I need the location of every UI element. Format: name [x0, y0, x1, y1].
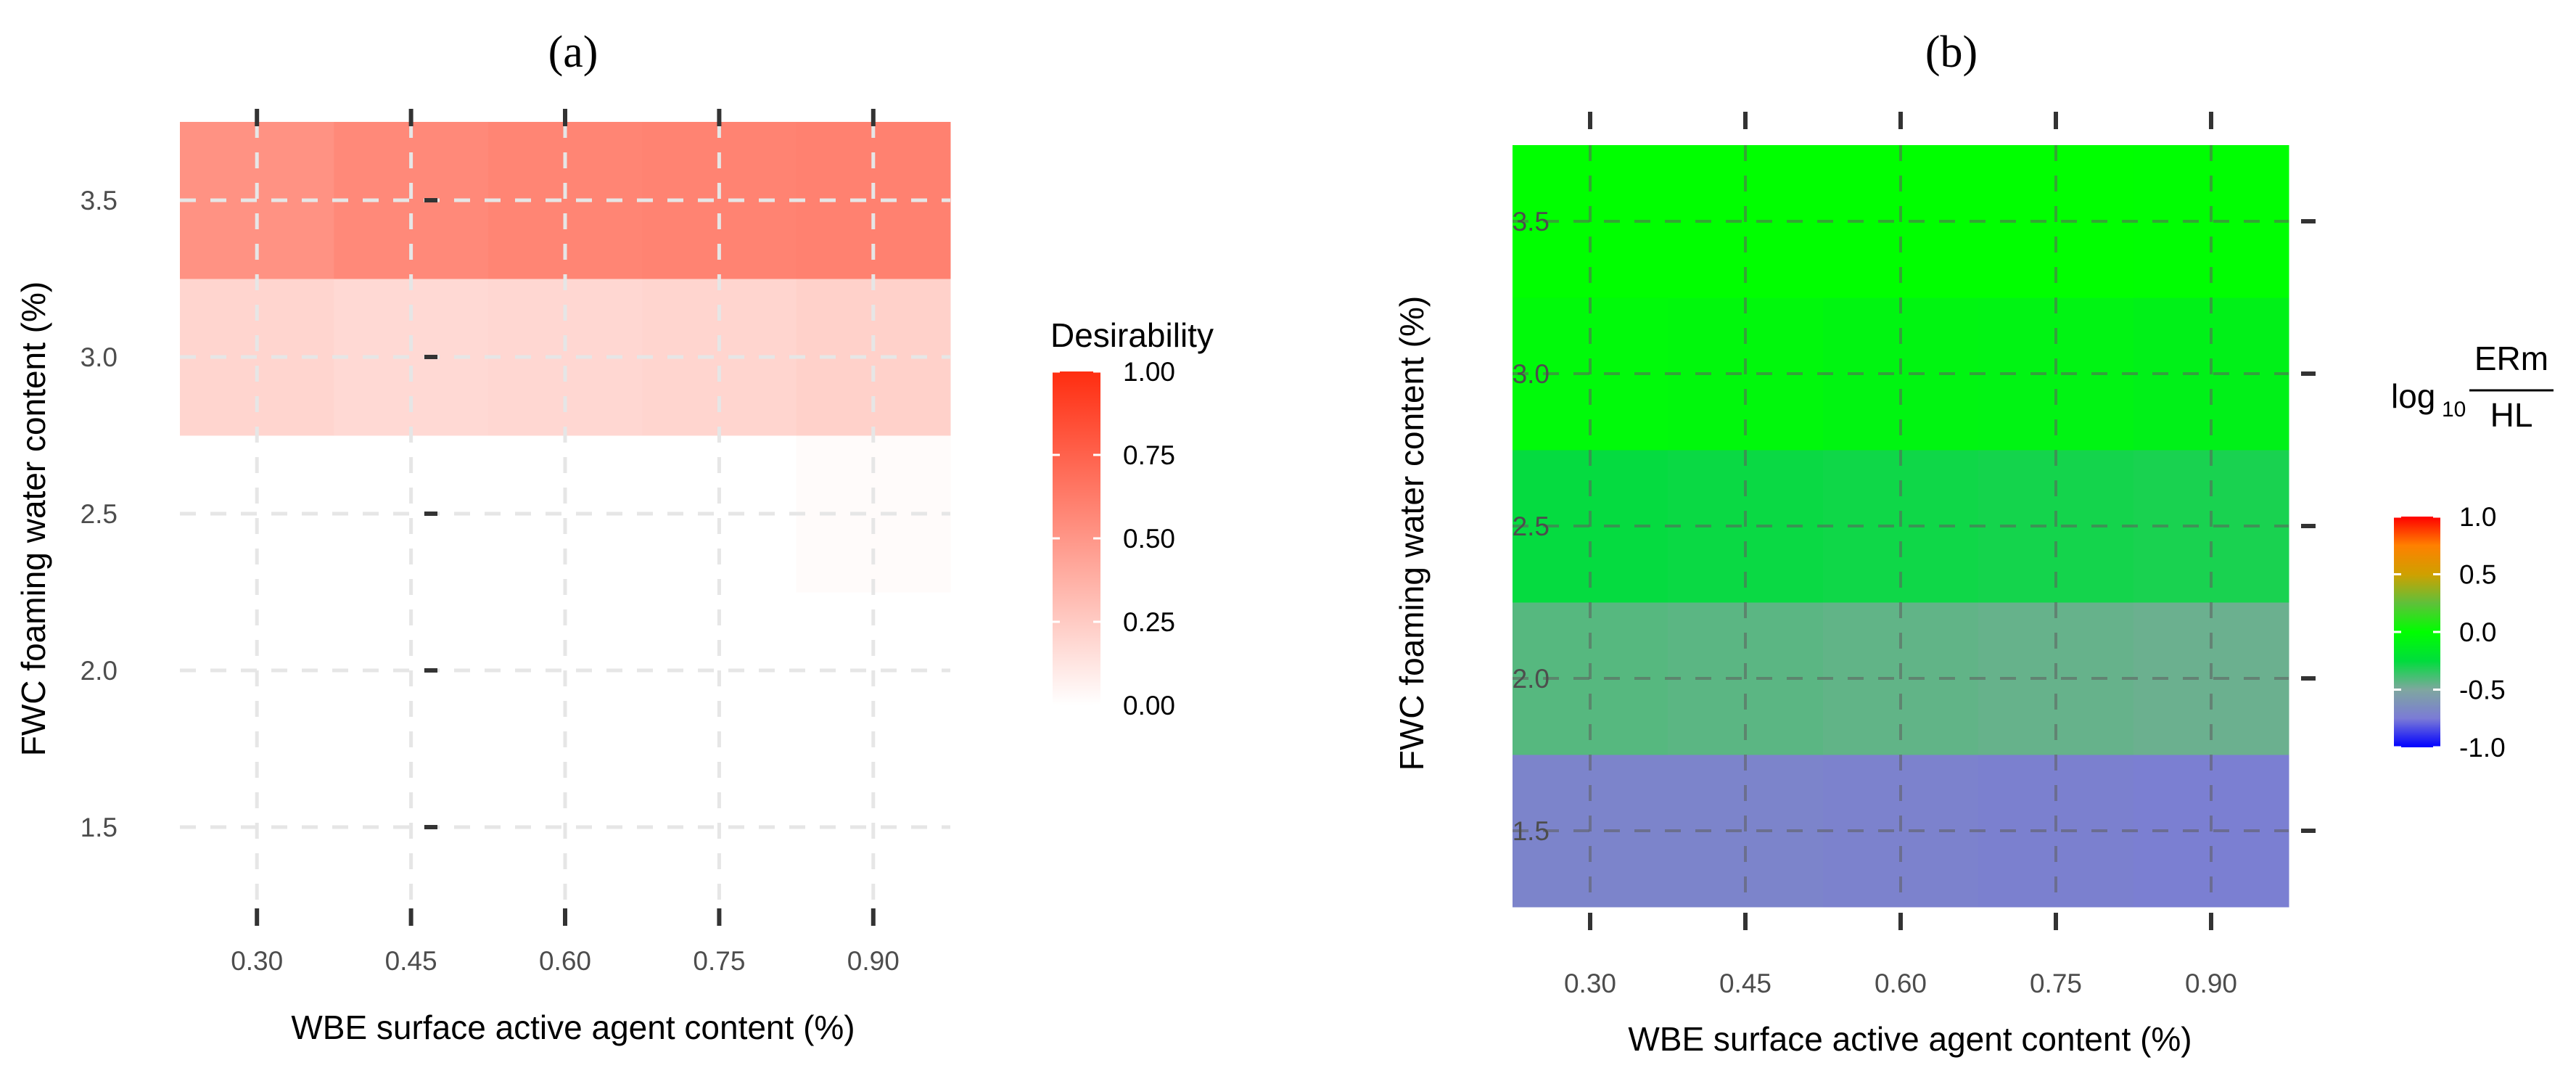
x-tick-label: 0.30 — [1564, 969, 1616, 998]
panel-a-x-tick-labels: 0.30 0.45 0.60 0.75 0.90 — [231, 946, 900, 976]
x-tick-label: 0.90 — [2185, 969, 2237, 998]
y-tick-label: 2.5 — [1513, 512, 1550, 541]
panel-a-legend-title: Desirability — [1050, 316, 1214, 354]
panel-b: (b) 0.30 0.45 0.60 0.75 0.90 1.5 2.0 2.5 3.0 3.5… — [1393, 28, 2554, 1058]
panel-a-legend: Desirability 0.00 0.25 0.50 0.75 1.00 — [1050, 316, 1214, 720]
panel-a-colorbar — [1053, 371, 1100, 705]
panel-a: (a) 0.30 0.45 0.60 0.75 0.90 1.5 2.0 2.5 3.0 3.5… — [15, 28, 1214, 1046]
panel-b-ticks — [1588, 112, 2316, 930]
legend-tick-label: 1.0 — [2459, 502, 2496, 532]
y-tick-label: 3.5 — [81, 186, 118, 215]
panel-b-legend-title-subscript: 10 — [2442, 398, 2466, 422]
panel-b-label: (b) — [1925, 28, 1978, 77]
legend-tick-label: 0.25 — [1123, 607, 1175, 637]
y-tick-label: 3.0 — [81, 342, 118, 372]
legend-tick-label: 0.5 — [2459, 560, 2496, 590]
legend-tick-label: -0.5 — [2459, 675, 2506, 705]
panel-b-x-axis-title: WBE surface active agent content (%) — [1628, 1020, 2192, 1058]
y-tick-label: 3.0 — [1513, 359, 1550, 389]
x-tick-label: 0.45 — [385, 946, 437, 976]
panel-b-legend-ticks: -1.0 -0.5 0.0 0.5 1.0 — [2394, 502, 2506, 763]
panel-b-colorbar — [2394, 517, 2440, 747]
panel-a-y-tick-labels: 1.5 2.0 2.5 3.0 3.5 — [81, 186, 118, 842]
panel-a-legend-ticks: 0.00 0.25 0.50 0.75 1.00 — [1053, 357, 1175, 720]
y-tick-label: 2.0 — [1513, 664, 1550, 694]
panel-a-grid — [180, 122, 950, 905]
y-tick-label: 2.5 — [81, 499, 118, 529]
panel-b-legend-title-prefix: log — [2391, 377, 2435, 415]
panel-a-x-axis-title: WBE surface active agent content (%) — [291, 1009, 855, 1046]
legend-tick-label: 0.00 — [1123, 691, 1175, 720]
panel-b-legend-title-denominator: HL — [2490, 396, 2533, 434]
panel-b-legend: log 10 ERm HL -1.0 -0.5 0.0 0.5 1.0 — [2391, 340, 2554, 763]
x-tick-label: 0.60 — [539, 946, 591, 976]
y-tick-label: 1.5 — [1513, 816, 1550, 846]
y-tick-label: 3.5 — [1513, 207, 1550, 237]
heatmap-cell — [796, 279, 951, 436]
x-tick-label: 0.30 — [231, 946, 283, 976]
x-tick-label: 0.45 — [1719, 969, 1771, 998]
legend-tick-label: 0.75 — [1123, 440, 1175, 470]
panel-a-ticks — [255, 109, 876, 926]
panel-b-y-tick-labels: 1.5 2.0 2.5 3.0 3.5 — [1513, 207, 1550, 846]
panel-a-label: (a) — [548, 28, 598, 77]
x-tick-label: 0.90 — [847, 946, 900, 976]
x-tick-label: 0.60 — [1875, 969, 1927, 998]
x-tick-label: 0.75 — [693, 946, 745, 976]
panel-a-y-axis-title: FWC foaming water content (%) — [15, 282, 52, 756]
legend-tick-label: 1.00 — [1123, 357, 1175, 387]
legend-tick-label: 0.0 — [2459, 617, 2496, 647]
y-tick-label: 1.5 — [81, 813, 118, 842]
x-tick-label: 0.75 — [2030, 969, 2082, 998]
panel-b-y-axis-title: FWC foaming water content (%) — [1393, 296, 1431, 771]
panel-b-x-tick-labels: 0.30 0.45 0.60 0.75 0.90 — [1564, 969, 2237, 998]
y-tick-label: 2.0 — [81, 656, 118, 686]
panel-b-legend-title-numerator: ERm — [2474, 340, 2548, 377]
legend-tick-label: -1.0 — [2459, 733, 2506, 763]
panel-b-grid — [1513, 145, 2289, 907]
legend-tick-label: 0.50 — [1123, 524, 1175, 554]
